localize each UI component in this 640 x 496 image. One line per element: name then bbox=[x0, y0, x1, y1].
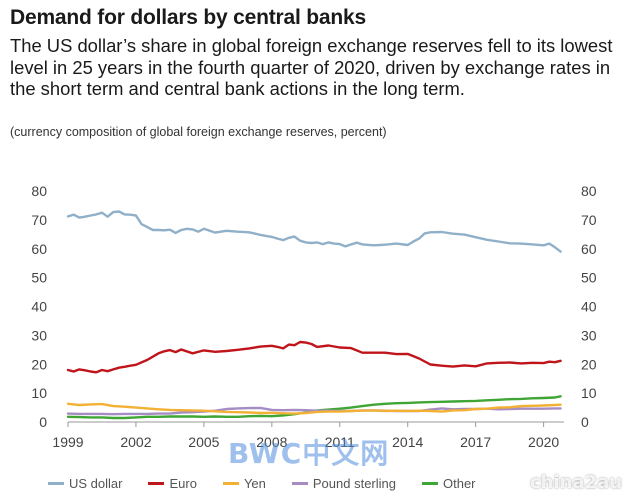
chart-legend: US dollar Euro Yen Pound sterling Other bbox=[48, 474, 502, 492]
chart-units-note: (currency composition of global foreign … bbox=[10, 125, 387, 139]
chart-subtitle: The US dollar’s share in global foreign … bbox=[10, 35, 613, 99]
legend-item: Other bbox=[422, 476, 476, 491]
y-tick-label-right: 10 bbox=[581, 385, 597, 401]
y-tick-label-left: 20 bbox=[31, 356, 47, 372]
y-tick-label-left: 0 bbox=[39, 414, 47, 430]
legend-swatch bbox=[291, 481, 308, 485]
legend-item: Pound sterling bbox=[291, 475, 396, 491]
y-tick-label-left: 50 bbox=[31, 270, 47, 286]
y-tick-label-right: 20 bbox=[581, 356, 597, 372]
y-tick-label-left: 40 bbox=[31, 299, 47, 315]
legend-swatch bbox=[422, 481, 438, 485]
series-line-us-dollar bbox=[66, 210, 562, 253]
x-tick-label: 2017 bbox=[460, 434, 491, 450]
y-tick-label-left: 70 bbox=[31, 212, 47, 228]
series-line-euro bbox=[66, 340, 562, 374]
y-tick-label-left: 30 bbox=[31, 327, 47, 343]
legend-swatch bbox=[222, 481, 239, 485]
x-tick-label: 1999 bbox=[52, 434, 83, 450]
chart-title: Demand for dollars by central banks bbox=[10, 6, 366, 29]
y-tick-label-right: 40 bbox=[581, 299, 597, 315]
legend-swatch bbox=[48, 481, 64, 485]
watermark-text: BWC中文网 bbox=[228, 437, 390, 470]
legend-label: Other bbox=[443, 475, 476, 491]
x-tick-label: 2014 bbox=[392, 434, 423, 450]
series-line-yen bbox=[66, 402, 562, 415]
watermark-text-secondary: china2au bbox=[530, 472, 623, 493]
y-tick-label-right: 30 bbox=[581, 327, 597, 343]
x-tick-label: 2020 bbox=[528, 434, 559, 450]
legend-item: US dollar bbox=[48, 476, 122, 491]
legend-item: Euro bbox=[148, 475, 197, 491]
legend-label: Euro bbox=[169, 475, 197, 491]
legend-swatch bbox=[148, 481, 165, 485]
legend-label: Yen bbox=[243, 475, 266, 491]
y-tick-label-left: 80 bbox=[31, 183, 47, 199]
x-tick-label: 2008 bbox=[256, 434, 287, 450]
y-tick-label-right: 60 bbox=[581, 241, 597, 257]
legend-label: US dollar bbox=[69, 475, 123, 491]
y-tick-label-left: 10 bbox=[31, 385, 47, 401]
y-tick-label-right: 0 bbox=[581, 414, 589, 430]
legend-label: Pound sterling bbox=[312, 475, 396, 491]
legend-item: Yen bbox=[222, 475, 266, 491]
y-tick-label-right: 80 bbox=[581, 183, 597, 199]
x-tick-label: 2011 bbox=[325, 434, 355, 450]
y-tick-label-left: 60 bbox=[31, 241, 47, 257]
y-tick-label-right: 50 bbox=[581, 270, 597, 286]
x-tick-label: 2005 bbox=[188, 434, 219, 450]
x-tick-label: 2002 bbox=[120, 434, 151, 450]
y-tick-label-right: 70 bbox=[581, 212, 597, 228]
